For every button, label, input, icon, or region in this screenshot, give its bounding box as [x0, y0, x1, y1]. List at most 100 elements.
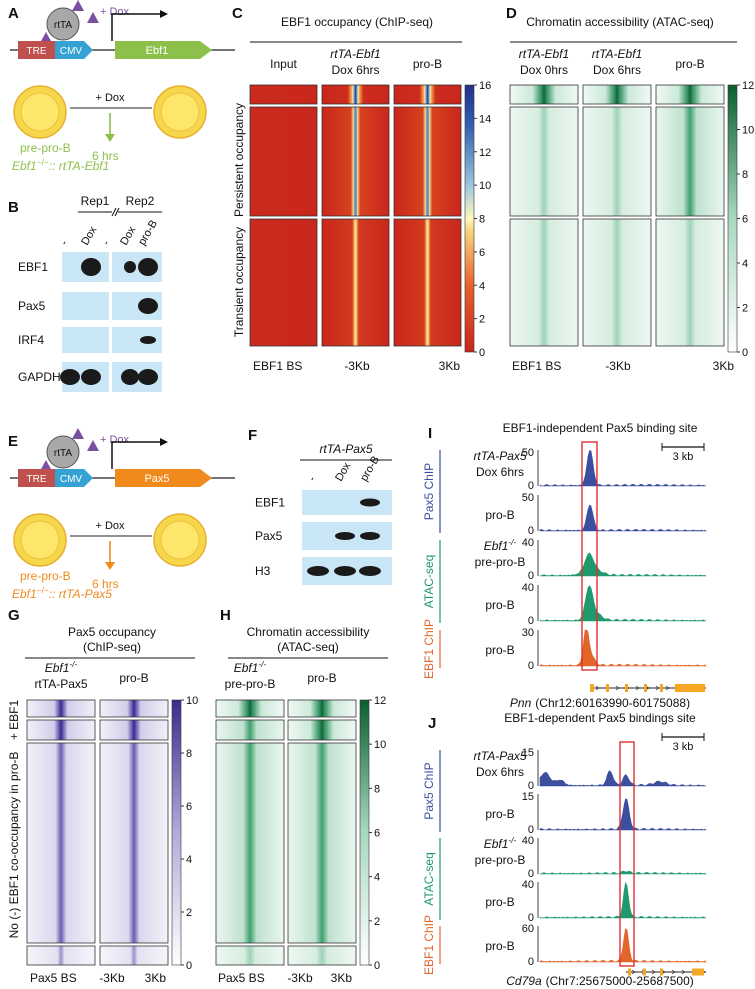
column-header: Ebf1-/- — [234, 659, 267, 675]
label: rtTA — [54, 20, 72, 31]
column-header: Dox 6hrs — [593, 63, 641, 77]
sample-label: pro-B — [485, 807, 514, 821]
colorbar-tick-label: 2 — [742, 303, 748, 315]
blot-band — [138, 298, 158, 314]
exon — [660, 968, 663, 976]
track-min: 0 — [528, 780, 534, 792]
rule — [114, 207, 120, 217]
group-label: ATAC-seq — [422, 555, 436, 609]
lane-label: Dox — [333, 460, 353, 483]
panel-letter: B — [8, 199, 19, 216]
signal-track — [539, 552, 708, 577]
heatmap-block — [321, 218, 390, 347]
label: TRE — [27, 474, 47, 485]
heatmap-block — [509, 84, 579, 105]
track-max: 40 — [522, 582, 534, 594]
group-label: ATAC-seq — [422, 852, 436, 906]
axis-label: -3Kb — [605, 359, 631, 373]
lane-label: - — [58, 238, 70, 247]
colorbar-tick-label: 16 — [479, 80, 491, 92]
group-label: Pax5 ChIP — [422, 762, 436, 819]
heatmap-block — [393, 106, 462, 217]
blot-band — [334, 566, 356, 576]
text-part: Ebf1 — [45, 661, 70, 675]
exon — [606, 684, 609, 692]
heatmap-block — [215, 699, 285, 718]
panel-letter: E — [8, 433, 18, 450]
heatmap-block — [582, 218, 652, 347]
row-group-label: + EBF1 — [7, 700, 21, 741]
axis-label: EBF1 BS — [253, 359, 302, 373]
sample-label: pro-B — [485, 939, 514, 953]
track-min: 0 — [528, 956, 534, 968]
exon — [625, 684, 628, 692]
column-header: rtTA-Ebf1 — [592, 47, 642, 61]
label: + Dox — [100, 6, 130, 18]
blot-band — [138, 258, 158, 276]
blot-membrane — [62, 292, 109, 320]
colorbar-tick-label: 0 — [479, 347, 485, 359]
column-header: pre-pro-B — [225, 677, 276, 691]
track-max: 40 — [522, 879, 534, 891]
gene-strand — [615, 685, 620, 691]
track-min: 0 — [528, 525, 534, 537]
signal-track — [539, 770, 707, 787]
sample-label: pro-B — [485, 895, 514, 909]
row-group-label: No (-) EBF1 co-occupancy in pro-B — [7, 752, 21, 939]
colorbar-tick-label: 6 — [479, 247, 485, 259]
panel-letter: H — [220, 607, 231, 624]
gene-strand — [681, 969, 686, 975]
track-min: 0 — [528, 480, 534, 492]
track-max: 15 — [522, 747, 534, 759]
text-part: :: rtTA-Pax5 — [49, 587, 112, 601]
dox-molecule — [72, 0, 84, 11]
heatmap-block — [655, 84, 725, 105]
text-part: Ebf1 — [484, 837, 509, 851]
colorbar-tick-label: 8 — [186, 748, 192, 760]
group-label: rtTA-Pax5 — [319, 442, 372, 456]
highlight-box — [581, 441, 598, 671]
heatmap-block — [249, 84, 318, 105]
colorbar-tick-label: 10 — [374, 739, 386, 751]
exon — [660, 684, 663, 692]
tss-arrow — [111, 13, 160, 41]
dox-molecule — [40, 32, 52, 43]
blot-band — [335, 532, 355, 540]
text-part: Pnn — [510, 696, 532, 710]
axis-label: Pax5 BS — [218, 971, 265, 985]
heatmap-block — [215, 945, 285, 966]
heatmap-block — [26, 945, 96, 966]
heatmap-block — [249, 106, 318, 217]
row-label: EBF1 — [18, 260, 48, 274]
exon — [643, 968, 646, 976]
text-part: −/− — [37, 585, 49, 595]
track-max: 50 — [522, 492, 534, 504]
track-min: 0 — [528, 615, 534, 627]
locus-caption: Pnn (Chr12:60163990-60175088) — [510, 696, 690, 710]
track-max: 40 — [522, 835, 534, 847]
blot-band — [121, 369, 139, 385]
signal-track — [539, 928, 707, 963]
exon — [590, 684, 594, 692]
rtta-protein — [46, 7, 80, 41]
axis-label: -3Kb — [344, 359, 370, 373]
heatmap-block — [582, 106, 652, 217]
signal-track — [539, 881, 707, 919]
track-max: 60 — [522, 923, 534, 935]
dox-molecule — [72, 428, 84, 439]
heatmap-block — [249, 218, 318, 347]
text-part: -/- — [508, 537, 516, 547]
tre-box — [18, 469, 55, 487]
colorbar-tick-label: 6 — [374, 828, 380, 840]
cmv-arrow — [55, 469, 93, 487]
group-label: EBF1 ChIP — [422, 915, 436, 975]
colorbar — [171, 699, 182, 966]
highlight-box — [619, 741, 635, 967]
sample-label: pro-B — [485, 508, 514, 522]
label: CMV — [60, 46, 83, 57]
lane-label: Dox — [118, 224, 138, 247]
sample-label: pre-pro-B — [475, 853, 526, 867]
track-max: 30 — [522, 627, 534, 639]
exon — [692, 968, 704, 976]
